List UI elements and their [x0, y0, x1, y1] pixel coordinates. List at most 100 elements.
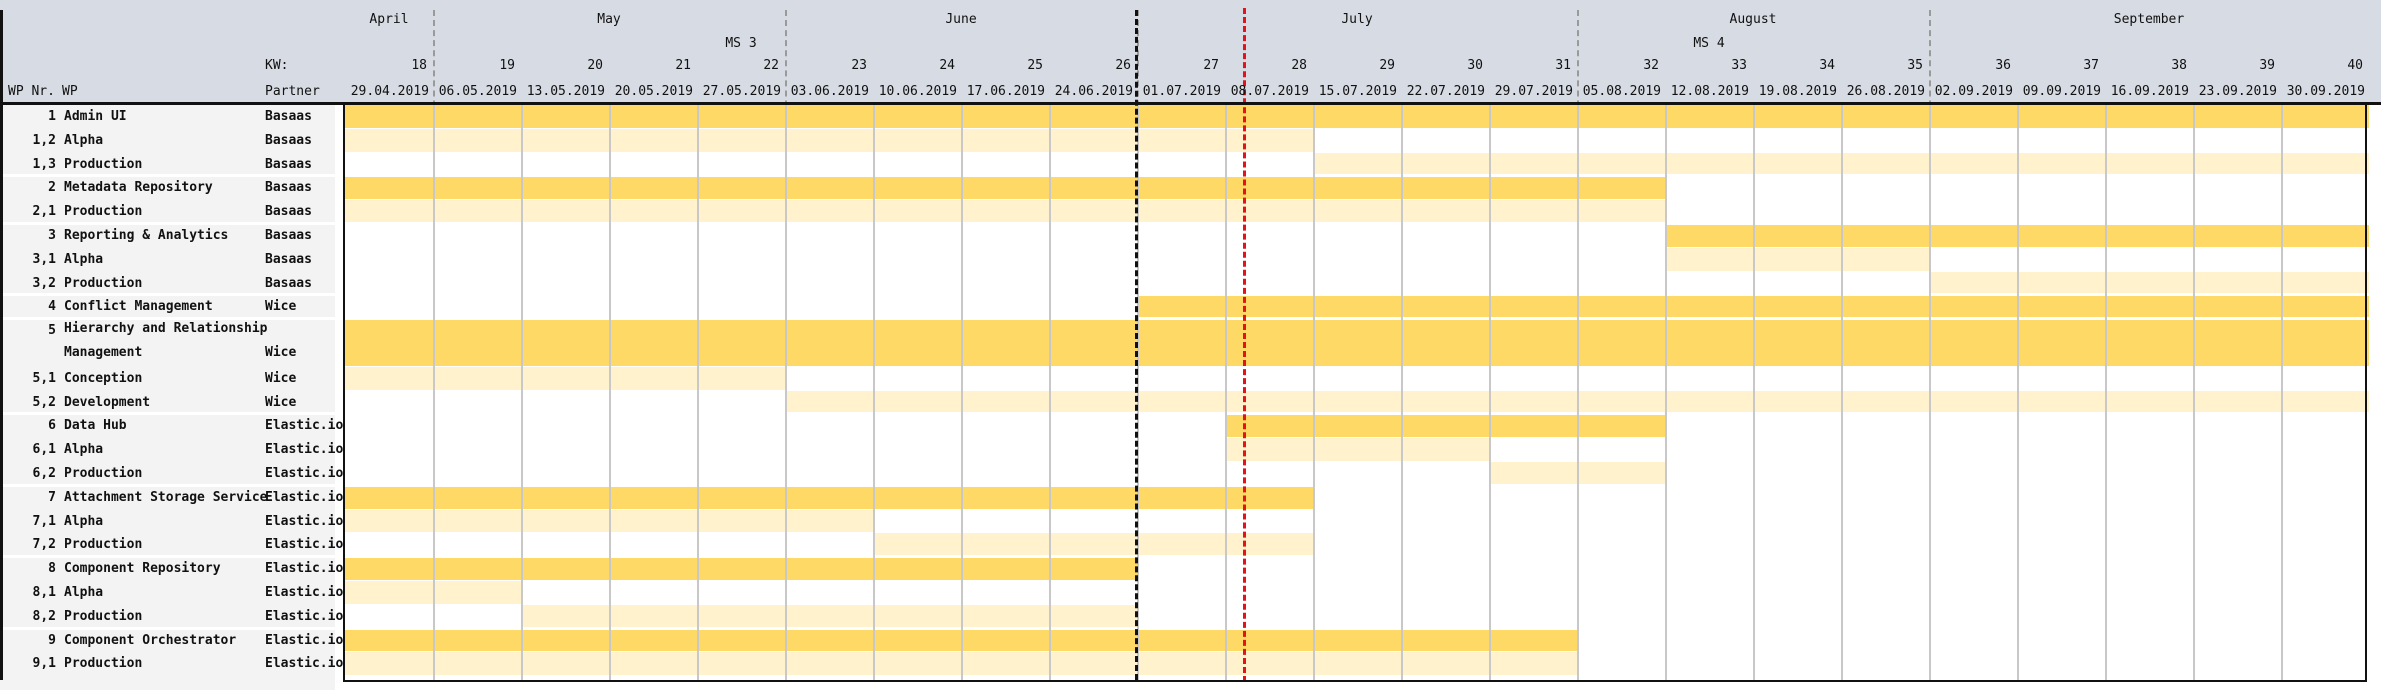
group-separator [0, 293, 2381, 297]
wp-number: 7 [48, 489, 56, 505]
group-separator [0, 174, 2381, 178]
wp-number: 3 [48, 228, 56, 243]
wp-partner: Basaas [265, 275, 312, 291]
week-gridline [1313, 102, 1315, 680]
wp-number: 9 [48, 632, 56, 648]
week-number: 38 [2171, 58, 2187, 73]
month-label: July [1341, 12, 1373, 27]
week-gridline [1841, 102, 1843, 680]
week-gridline [521, 102, 523, 680]
week-gridline [1137, 102, 1139, 680]
week-date: 20.05.2019 [614, 84, 693, 99]
week-date: 30.09.2019 [2286, 84, 2365, 99]
wp-partner: Basaas [265, 228, 312, 243]
week-gridline [1929, 102, 1931, 680]
week-date: 08.07.2019 [1230, 84, 1309, 99]
week-date: 24.06.2019 [1054, 84, 1133, 99]
week-number: 19 [499, 58, 515, 73]
task-bar [1225, 438, 1489, 461]
week-number: 30 [1467, 58, 1483, 73]
wp-name: Production [64, 608, 143, 624]
month-label: June [945, 12, 977, 27]
task-bar [345, 557, 1137, 580]
week-gridline [1665, 102, 1667, 680]
wp-number: 6,2 [32, 466, 56, 481]
wp-partner: Elastic.io [265, 632, 344, 648]
wp-number: 6,1 [32, 442, 56, 458]
week-number: 23 [851, 58, 867, 73]
week-date: 26.08.2019 [1846, 84, 1925, 99]
week-date: 23.09.2019 [2198, 84, 2277, 99]
wp-partner: Elastic.io [265, 489, 344, 505]
week-number: 39 [2259, 58, 2275, 73]
wp-partner: Elastic.io [265, 561, 344, 577]
week-date: 17.06.2019 [966, 84, 1045, 99]
week-number: 31 [1555, 58, 1571, 73]
wp-name: Production [64, 466, 143, 481]
week-gridline [2281, 102, 2283, 680]
wp-name: Alpha [64, 251, 104, 267]
wp-number: 4 [48, 299, 56, 315]
week-number: 33 [1731, 58, 1747, 73]
milestone-label: MS 4 [1693, 36, 1725, 51]
week-date: 15.07.2019 [1318, 84, 1397, 99]
task-bar [1929, 271, 2369, 295]
week-gridline [873, 102, 875, 680]
week-date: 22.07.2019 [1406, 84, 1485, 99]
wp-name: Attachment Storage Service [64, 489, 268, 505]
week-date: 06.05.2019 [438, 84, 517, 99]
wp-name: Reporting & Analytics [64, 228, 229, 243]
group-separator [0, 555, 2381, 559]
group-separator [0, 222, 2381, 225]
week-number: 20 [587, 58, 603, 73]
wp-name: Production [64, 275, 143, 291]
task-bar [345, 319, 2369, 366]
wp-partner: Basaas [265, 132, 312, 148]
task-bar [521, 604, 1137, 628]
today-marker [1242, 8, 1246, 682]
wp-name: Production [64, 156, 143, 172]
wp-partner: Elastic.io [265, 442, 344, 458]
task-bar [1225, 414, 1665, 438]
week-date: 03.06.2019 [790, 84, 869, 99]
wp-number: 7,2 [32, 537, 56, 553]
wp-partner: Elastic.io [265, 656, 344, 672]
week-number: 37 [2083, 58, 2099, 73]
wp-partner: Basaas [265, 156, 312, 172]
task-bar [345, 128, 1313, 152]
week-date: 16.09.2019 [2110, 84, 2189, 99]
group-separator [0, 412, 2381, 416]
week-date: 13.05.2019 [526, 84, 605, 99]
week-number: 34 [1819, 58, 1835, 73]
wp-name: Production [64, 204, 143, 220]
week-gridline [1577, 102, 1579, 680]
week-number: 35 [1907, 58, 1923, 73]
task-list-background [0, 105, 335, 690]
wp-name: Development [64, 394, 151, 410]
column-header-wpnr: WP Nr. [8, 84, 55, 99]
wp-name: Conflict Management [64, 299, 213, 315]
week-number: 28 [1291, 58, 1307, 73]
wp-number: 1,2 [32, 132, 56, 148]
group-separator [0, 317, 2381, 321]
wp-partner: Elastic.io [265, 537, 344, 553]
week-date: 05.08.2019 [1582, 84, 1661, 99]
milestone-label: MS 3 [725, 36, 757, 51]
week-gridline [785, 102, 787, 680]
wp-number: 1 [48, 109, 56, 124]
month-label: May [597, 12, 621, 27]
week-number: 32 [1643, 58, 1659, 73]
header-divider [0, 102, 2381, 105]
task-bar [345, 366, 785, 390]
week-gridline [1401, 102, 1403, 680]
wp-partner: Wice [265, 299, 297, 315]
wp-partner: Elastic.io [265, 466, 344, 481]
wp-partner: Basaas [265, 204, 312, 220]
month-label: April [369, 12, 409, 27]
week-number: 40 [2347, 58, 2363, 73]
group-separator [0, 626, 2381, 630]
task-bar [345, 105, 2369, 128]
week-number: 27 [1203, 58, 1219, 73]
phase-boundary-line [1135, 10, 1138, 680]
